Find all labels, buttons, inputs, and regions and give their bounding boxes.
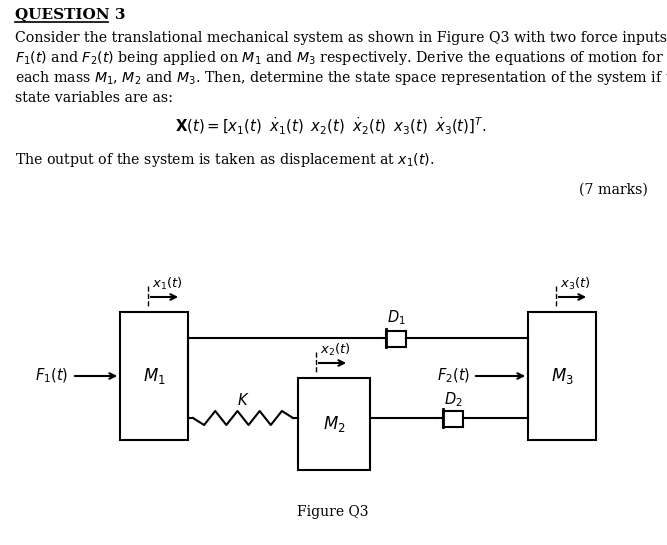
Text: Consider the translational mechanical system as shown in Figure Q3 with two forc: Consider the translational mechanical sy… (15, 31, 667, 45)
Text: $F_1(t)$ and $F_2(t)$ being applied on $M_1$ and $M_3$ respectively. Derive the : $F_1(t)$ and $F_2(t)$ being applied on $… (15, 49, 664, 67)
Text: $x_2(t)$: $x_2(t)$ (320, 342, 351, 358)
Text: (7 marks): (7 marks) (579, 183, 648, 197)
Bar (120, 312, 188, 440)
Bar (528, 312, 596, 440)
Text: The output of the system is taken as displacement at $x_1(t)$.: The output of the system is taken as dis… (15, 151, 435, 169)
Text: $K$: $K$ (237, 392, 249, 408)
Text: $F_2(t)$: $F_2(t)$ (437, 367, 470, 385)
Text: $x_3(t)$: $x_3(t)$ (560, 276, 591, 292)
Bar (443, 411, 463, 427)
Text: QUESTION 3: QUESTION 3 (15, 7, 125, 21)
Bar (298, 378, 370, 470)
Text: state variables are as:: state variables are as: (15, 91, 173, 105)
Text: $\mathbf{X}(t) = [x_1(t) \;\; \dot{x}_1(t) \;\; x_2(t) \;\; \dot{x}_2(t) \;\; x_: $\mathbf{X}(t) = [x_1(t) \;\; \dot{x}_1(… (175, 116, 486, 137)
Text: each mass $M_1$, $M_2$ and $M_3$. Then, determine the state space representation: each mass $M_1$, $M_2$ and $M_3$. Then, … (15, 69, 667, 87)
Text: $M_3$: $M_3$ (550, 366, 574, 386)
Text: $D_2$: $D_2$ (444, 391, 462, 409)
Text: $M_1$: $M_1$ (143, 366, 165, 386)
Text: $M_2$: $M_2$ (323, 414, 346, 434)
Text: $x_1(t)$: $x_1(t)$ (152, 276, 183, 292)
Text: Figure Q3: Figure Q3 (297, 505, 369, 519)
Text: $F_1(t)$: $F_1(t)$ (35, 367, 68, 385)
Text: $D_1$: $D_1$ (387, 308, 406, 328)
Bar (386, 331, 406, 347)
